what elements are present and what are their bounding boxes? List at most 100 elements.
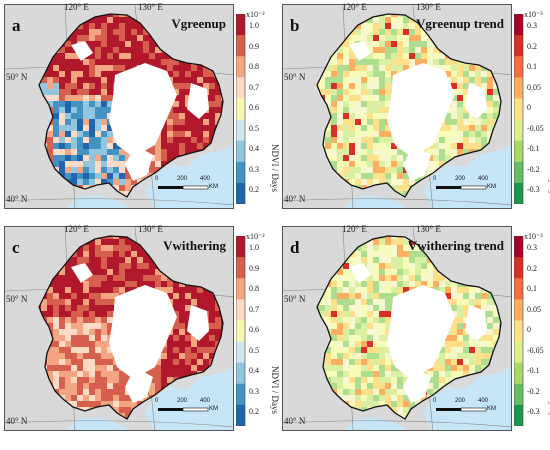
latitude-label: 50° N xyxy=(6,72,28,82)
colorbar-tick: 1.0 xyxy=(249,21,259,30)
colorbar-tick: 0.1 xyxy=(527,62,537,71)
colorbar: x10⁻² 1.0 0.9 0.8 0.7 0.6 0.5 0.4 0.3 0.2 NDVI / D… xyxy=(236,10,288,219)
colorbar-swatch xyxy=(236,14,245,36)
scale-bar-label: 0 xyxy=(155,398,159,404)
region-boundary xyxy=(38,235,224,420)
ocean-east xyxy=(145,145,233,208)
colorbar-tick: 1.0 xyxy=(249,243,259,252)
nodata-area xyxy=(387,285,455,379)
graticule-line xyxy=(283,420,511,428)
map-panel-c: c Vwithering 120° E 130° E 50° N 40° N 0 200 400… xyxy=(4,224,234,431)
colorbar-tick: 0.9 xyxy=(249,263,259,273)
latitude-label: 40° N xyxy=(284,416,306,426)
longitude-label: 120° E xyxy=(342,224,367,234)
colorbar-swatch xyxy=(236,98,245,121)
colorbar-swatch xyxy=(236,257,245,279)
colorbar-tick: 0 xyxy=(527,325,531,334)
colorbar-ramp xyxy=(514,14,524,204)
scale-bar-label: 400 xyxy=(478,176,489,182)
map-frame xyxy=(4,4,234,209)
ocean-east xyxy=(145,367,233,430)
colorbar-tick: -0.3 xyxy=(527,185,540,194)
panel-letter: c xyxy=(12,238,20,257)
colorbar-tick: 0.8 xyxy=(249,284,259,293)
bohai-sea xyxy=(66,417,128,430)
colorbar-tick: -0.1 xyxy=(527,366,540,375)
nodata-area xyxy=(125,145,153,181)
map-frame xyxy=(282,226,512,431)
colorbar-tick: 0.3 xyxy=(527,243,537,252)
scale-bar-label: 400 xyxy=(200,398,211,404)
longitude-label: 130° E xyxy=(416,2,441,12)
scale-bar-unit: KM xyxy=(487,184,496,190)
latitude-label: 40° N xyxy=(284,194,306,204)
colorbar-tick: 0.2 xyxy=(249,185,259,194)
colorbar-tick: 0.5 xyxy=(249,123,259,133)
colorbar-swatch xyxy=(236,140,245,163)
map-panel-b: b Vgreenup trend 120° E 130° E 50° N 40° N 0 20… xyxy=(282,2,512,209)
colorbar-swatch xyxy=(236,182,245,204)
scale-bar-label: 0 xyxy=(433,176,437,182)
ocean-east xyxy=(423,145,511,208)
colorbar-swatch xyxy=(236,404,245,426)
scale-bar-label: 200 xyxy=(455,398,466,404)
scale-bar-label: 200 xyxy=(455,176,466,182)
nodata-area xyxy=(349,263,371,283)
colorbar-swatch xyxy=(236,341,245,364)
map-panel-a: a Vgreenup 120° E 130° E 50° N 40° N 0 200 400 KM xyxy=(4,2,234,209)
panel-letter: d xyxy=(290,238,300,257)
scale-bar xyxy=(158,407,209,412)
nodata-area xyxy=(125,367,153,403)
colorbar-swatch xyxy=(514,56,523,78)
colorbar-tick: -0.1 xyxy=(527,144,540,153)
map-graphic xyxy=(5,5,233,208)
colorbar: x10⁻² 1.0 0.9 0.8 0.7 0.6 0.5 0.4 0.3 0.2 NDVI / D… xyxy=(236,232,288,441)
colorbar-swatch xyxy=(514,98,523,121)
colorbar-swatch xyxy=(514,14,523,36)
colorbar-swatch xyxy=(514,299,523,321)
colorbar-swatch xyxy=(514,320,523,343)
colorbar-swatch xyxy=(236,35,245,57)
colorbar-swatch xyxy=(514,35,523,57)
colorbar-swatch xyxy=(514,236,523,258)
colorbar-tick: 0.3 xyxy=(527,21,537,30)
colorbar-tick: 0.05 xyxy=(527,304,541,314)
nodata-area xyxy=(71,263,93,283)
colorbar-tick: -0.05 xyxy=(527,123,544,133)
scale-bar xyxy=(158,185,209,190)
latitude-label: 40° N xyxy=(6,416,28,426)
longitude-label: 130° E xyxy=(138,224,163,234)
colorbar-unit: NDVI / Days xyxy=(270,366,280,414)
latitude-label: 50° N xyxy=(284,72,306,82)
nodata-area xyxy=(109,285,177,379)
colorbar-swatch xyxy=(236,161,245,184)
bohai-sea xyxy=(344,417,406,430)
colorbar-swatch xyxy=(236,77,245,99)
colorbar-ramp xyxy=(514,236,524,426)
longitude-label: 130° E xyxy=(416,224,441,234)
colorbar-tick: 0.7 xyxy=(249,82,259,92)
longitude-label: 130° E xyxy=(138,2,163,12)
colorbar-swatch xyxy=(236,383,245,406)
panel-title: Vgreenup trend xyxy=(416,16,504,31)
scale-bar-unit: KM xyxy=(209,184,218,190)
nodata-area xyxy=(403,145,431,181)
colorbar-swatch xyxy=(236,236,245,258)
scale-bar-label: 200 xyxy=(177,176,188,182)
colorbar-exponent: x10⁻² xyxy=(246,232,265,241)
colorbar-tick: 0.05 xyxy=(527,82,541,92)
graticule-line xyxy=(5,420,233,428)
scale-bar-unit: KM xyxy=(487,406,496,412)
scale-bar-label: 400 xyxy=(478,398,489,404)
nodata-area xyxy=(387,63,455,157)
colorbar-swatch xyxy=(514,77,523,99)
colorbar: x10⁻³ 0.3 0.2 0.1 0.05 0 -0.05 -0.1 -0.2 -0.3 NDVI… xyxy=(514,10,550,219)
colorbar-exponent: x10⁻² xyxy=(246,10,265,19)
region-boundary xyxy=(316,13,502,198)
scale-bar-label: 200 xyxy=(177,398,188,404)
scale-bar-label: 0 xyxy=(433,398,437,404)
colorbar-ramp xyxy=(236,236,246,426)
nodata-area xyxy=(109,63,177,157)
colorbar-swatch xyxy=(514,383,523,406)
